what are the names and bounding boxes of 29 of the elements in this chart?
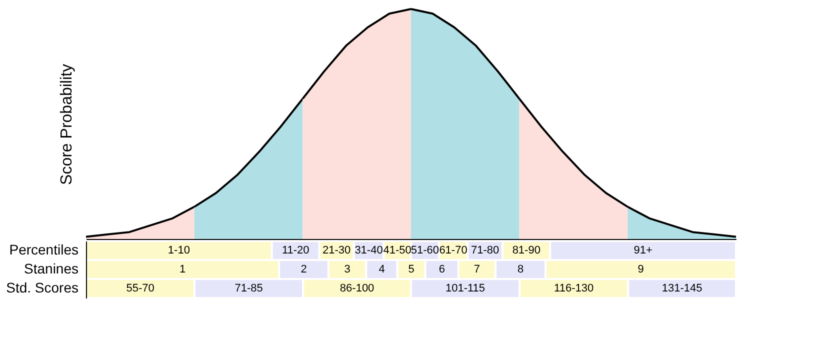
y-axis-title: Score Probability [58,64,76,185]
series-label: 51-60 [410,244,440,256]
series-label: 9 [638,264,644,276]
series-label: 71-85 [234,282,263,294]
series-label: 3 [344,264,350,276]
series-label: 81-90 [512,244,540,256]
series-label: 101-115 [445,282,486,294]
series-label: 131-145 [662,282,702,294]
series-label: 2 [300,264,307,276]
y-tick-label: Stanines [24,260,78,276]
series-label: 1 [179,264,186,276]
series-label: 55-70 [126,282,154,294]
series-label: 11-20 [282,244,310,256]
series-label: 86-100 [340,282,374,294]
y-tick-label: Percentiles [9,242,78,258]
series-label: 91+ [634,244,652,256]
series-label: 41-50 [383,244,412,256]
series-label: 7 [474,264,480,276]
series-label: 4 [378,264,385,276]
series-label: 6 [438,264,445,276]
series-label: 21-30 [322,244,351,256]
series-label: 31-40 [354,244,383,256]
series-label: 61-70 [439,244,468,256]
series-label: 71-80 [471,244,500,256]
series-label: 5 [408,264,414,276]
series-label: 8 [517,264,524,276]
series-label: 116-130 [554,282,594,294]
y-tick-label: Std. Scores [6,280,78,296]
series-label: 1-10 [168,244,190,256]
